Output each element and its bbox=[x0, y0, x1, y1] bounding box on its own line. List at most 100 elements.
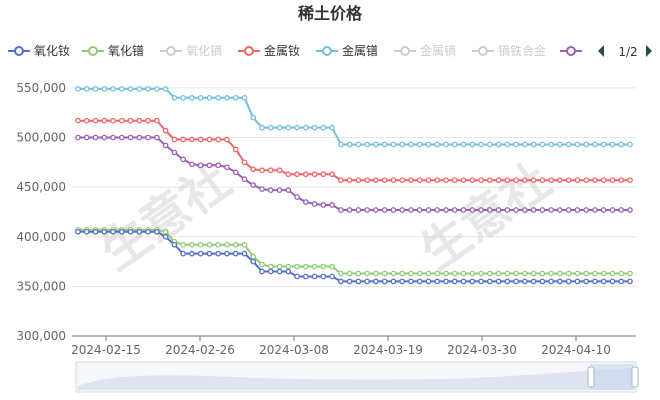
data-point bbox=[583, 141, 590, 148]
x-tick-label: 2024-02-15 bbox=[71, 343, 141, 357]
data-point bbox=[434, 278, 441, 285]
zoom-handle-right[interactable] bbox=[631, 366, 639, 388]
data-point bbox=[197, 162, 204, 169]
data-point bbox=[425, 270, 432, 277]
data-point bbox=[232, 169, 239, 176]
data-point bbox=[127, 86, 134, 92]
data-point bbox=[592, 177, 598, 184]
data-point bbox=[592, 207, 598, 213]
x-tick-label: 2024-03-30 bbox=[447, 343, 517, 357]
data-point bbox=[373, 278, 379, 285]
data-point bbox=[224, 241, 230, 248]
legend-item[interactable]: 镝铁合金 bbox=[472, 43, 546, 58]
data-point bbox=[504, 177, 511, 184]
data-point bbox=[338, 177, 344, 184]
data-point bbox=[373, 141, 379, 148]
data-zoom[interactable] bbox=[75, 361, 639, 393]
data-point bbox=[171, 241, 178, 248]
legend-marker bbox=[166, 46, 176, 56]
watermark: 生意社 bbox=[411, 153, 561, 281]
data-point bbox=[197, 136, 204, 143]
data-point bbox=[346, 270, 353, 277]
data-point bbox=[302, 263, 309, 270]
chevron-left-icon[interactable] bbox=[598, 45, 604, 57]
data-point bbox=[346, 278, 353, 285]
data-point bbox=[294, 171, 300, 178]
data-point bbox=[311, 263, 318, 270]
data-point bbox=[294, 273, 300, 280]
data-point bbox=[574, 207, 581, 213]
x-tick-label: 2024-03-19 bbox=[353, 343, 423, 357]
data-point bbox=[504, 141, 511, 148]
data-point bbox=[486, 207, 493, 213]
data-point bbox=[355, 207, 362, 213]
series-path bbox=[78, 136, 630, 211]
data-point bbox=[118, 117, 125, 124]
data-point bbox=[241, 94, 248, 101]
legend-item[interactable]: 金属镝 bbox=[394, 43, 456, 58]
data-point bbox=[171, 94, 178, 101]
data-point bbox=[416, 177, 423, 184]
data-point bbox=[162, 142, 169, 149]
data-point bbox=[373, 177, 379, 184]
data-point bbox=[267, 167, 274, 174]
data-point bbox=[390, 270, 397, 277]
data-point bbox=[390, 141, 397, 148]
data-point bbox=[259, 167, 265, 174]
legend-item[interactable]: 氧化镝 bbox=[160, 43, 222, 58]
data-point bbox=[364, 177, 370, 184]
data-point bbox=[609, 177, 616, 184]
data-point bbox=[513, 278, 519, 285]
zoom-handle-left[interactable] bbox=[587, 366, 595, 388]
data-point bbox=[355, 177, 362, 184]
series-path bbox=[78, 228, 630, 275]
chevron-right-icon[interactable] bbox=[646, 45, 652, 57]
data-point bbox=[600, 177, 607, 184]
zoom-window[interactable] bbox=[590, 364, 634, 390]
data-point bbox=[373, 207, 379, 213]
legend-item[interactable] bbox=[560, 46, 582, 56]
data-point bbox=[83, 134, 90, 141]
data-point bbox=[171, 136, 178, 143]
data-point bbox=[259, 268, 265, 275]
legend-item[interactable]: 氧化镨 bbox=[82, 43, 144, 58]
data-point bbox=[513, 177, 519, 184]
data-point bbox=[154, 228, 160, 235]
data-point bbox=[381, 278, 388, 285]
data-point bbox=[162, 86, 169, 92]
data-point bbox=[592, 278, 598, 285]
data-point bbox=[530, 177, 537, 184]
x-tick-label: 2024-02-26 bbox=[165, 343, 235, 357]
legend-item[interactable]: 氧化钕 bbox=[8, 43, 70, 58]
data-point bbox=[189, 136, 195, 143]
y-tick-label: 450,000 bbox=[16, 180, 66, 194]
data-point bbox=[101, 86, 108, 92]
data-point bbox=[425, 207, 432, 213]
data-point bbox=[434, 270, 441, 277]
data-point bbox=[189, 241, 195, 248]
data-point bbox=[311, 273, 318, 280]
data-point bbox=[101, 134, 108, 141]
legend-item[interactable]: 金属镨 bbox=[316, 43, 378, 58]
data-point bbox=[609, 278, 616, 285]
legend-label: 镝铁合金 bbox=[498, 43, 546, 58]
data-point bbox=[451, 278, 458, 285]
data-point bbox=[329, 202, 335, 208]
data-point bbox=[381, 207, 388, 213]
data-point bbox=[364, 270, 370, 277]
data-point bbox=[495, 207, 502, 213]
data-point bbox=[539, 177, 546, 184]
data-point bbox=[443, 177, 449, 184]
data-point bbox=[522, 141, 528, 148]
data-point bbox=[145, 228, 151, 235]
data-point bbox=[145, 117, 151, 124]
data-point bbox=[522, 207, 528, 213]
data-point bbox=[530, 141, 537, 148]
x-tick-label: 2024-04-10 bbox=[541, 343, 611, 357]
data-point bbox=[478, 207, 484, 213]
data-point bbox=[276, 268, 283, 275]
data-point bbox=[425, 177, 432, 184]
legend-item[interactable]: 金属钕 bbox=[238, 43, 300, 58]
data-point bbox=[618, 141, 625, 148]
data-point bbox=[232, 94, 239, 101]
